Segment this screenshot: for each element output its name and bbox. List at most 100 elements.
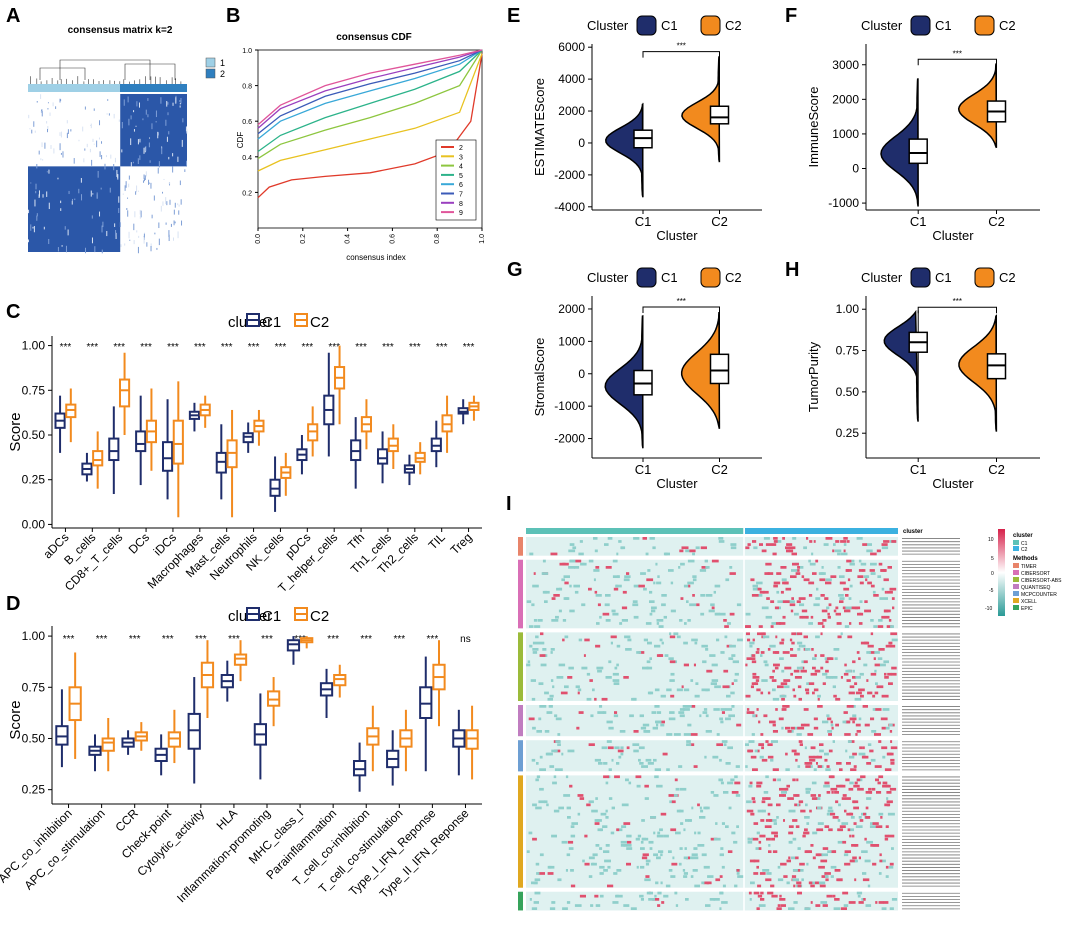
heat-cell [646, 578, 654, 582]
heat-cell [552, 685, 555, 689]
significance-label: *** [393, 634, 405, 645]
heat-cell [752, 672, 757, 676]
heat-cell [632, 697, 637, 701]
heat-cell [811, 797, 818, 800]
heat-cell [653, 853, 658, 857]
heat-cell [603, 869, 608, 872]
heat-cell [701, 688, 709, 692]
heat-cell [595, 797, 598, 800]
heat-cell [881, 746, 888, 750]
heat-cell [888, 619, 892, 622]
ytick-label: 0.25 [22, 473, 46, 487]
heat-cell [759, 543, 763, 546]
heat-cell [531, 758, 536, 762]
matrix-noise [155, 121, 157, 123]
heat-cell [840, 907, 847, 911]
heat-cell [777, 865, 781, 869]
heat-cell [876, 791, 882, 794]
heat-cell [812, 666, 816, 670]
heat-cell [679, 549, 684, 553]
cdf-legend-label-6: 6 [459, 182, 463, 189]
heat-cell [804, 648, 811, 651]
heat-cell [883, 540, 890, 543]
heat-cell [683, 872, 688, 875]
heat-cell [855, 691, 862, 695]
heat-cell [548, 705, 553, 708]
heat-cell [809, 758, 816, 762]
heat-cell [809, 562, 816, 566]
heat-cell [595, 594, 602, 597]
heat-cell [709, 898, 716, 901]
matrix-noise [122, 193, 124, 195]
heat-cell [720, 781, 724, 785]
heat-cell [756, 831, 760, 835]
heat-cell [780, 682, 788, 686]
matrix-noise [97, 170, 99, 178]
heat-cell [551, 597, 556, 600]
heat-cell [801, 644, 806, 648]
heat-cell [892, 606, 895, 610]
heat-cell [790, 726, 795, 730]
heat-cell [572, 546, 577, 550]
heat-cell [633, 584, 641, 588]
heat-cell [776, 572, 782, 575]
box-c2 [92, 450, 104, 467]
heat-cell [777, 778, 781, 782]
heat-cell [847, 635, 853, 639]
matrix-noise [133, 223, 135, 231]
heat-cell [756, 688, 761, 692]
heat-cell [810, 884, 815, 888]
heat-cell [588, 743, 595, 747]
heat-cell [612, 575, 620, 579]
heat-cell [649, 600, 655, 604]
heat-cell [867, 884, 871, 888]
heat-cell [886, 800, 893, 804]
heat-cell [809, 809, 812, 813]
heat-cell [705, 730, 712, 733]
heat-cell [666, 768, 670, 772]
heat-cell [736, 869, 740, 872]
heat-cell [635, 775, 642, 779]
heat-cell [771, 831, 778, 835]
heat-cell [749, 641, 755, 645]
heat-cell [872, 590, 876, 594]
heat-cell [889, 730, 893, 733]
heat-cell [801, 609, 808, 613]
heat-cell [879, 663, 886, 667]
heat-cell [660, 720, 665, 724]
heat-cell [653, 758, 657, 762]
matrix-noise [157, 167, 159, 174]
matrix-noise [65, 245, 67, 253]
heat-cell [814, 654, 817, 657]
matrix-block-2 [120, 94, 187, 167]
heat-cell [728, 714, 735, 718]
heat-cell [555, 615, 559, 619]
heat-cell [884, 837, 889, 841]
heat-cell [746, 708, 750, 711]
heat-cell [842, 840, 847, 844]
heat-cell [804, 828, 808, 832]
matrix-noise [70, 129, 72, 132]
heat-cell [654, 775, 659, 779]
cluster-legend-swatch-c2 [1013, 546, 1019, 551]
matrix-noise [139, 209, 141, 215]
heat-cell [786, 859, 791, 863]
heat-cell [661, 594, 667, 597]
heat-cell [867, 691, 873, 695]
heat-cell [641, 856, 648, 860]
heat-cell [816, 755, 823, 759]
matrix-noise [178, 210, 180, 215]
heat-cell [624, 635, 631, 639]
cdf-line-k4 [257, 49, 483, 160]
heat-cell [674, 778, 678, 782]
heat-cell [608, 660, 612, 664]
heat-cell [850, 606, 854, 610]
heat-cell [845, 606, 852, 610]
heat-cell [561, 578, 565, 582]
heat-cell [690, 679, 694, 682]
panel-label-g: G [507, 259, 523, 281]
heat-cell [686, 600, 689, 604]
heat-cell [635, 837, 640, 841]
heat-cell [878, 562, 883, 566]
